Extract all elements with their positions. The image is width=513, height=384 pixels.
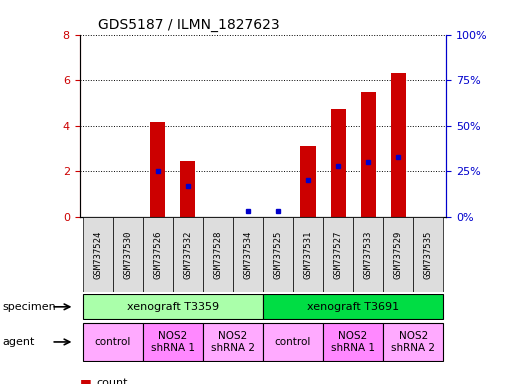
FancyBboxPatch shape	[143, 217, 173, 292]
Bar	[391, 73, 406, 217]
FancyBboxPatch shape	[383, 323, 443, 361]
FancyBboxPatch shape	[83, 217, 112, 292]
Text: xenograft T3359: xenograft T3359	[127, 302, 219, 312]
Text: GSM737535: GSM737535	[424, 230, 433, 278]
Text: agent: agent	[3, 337, 35, 347]
Text: count: count	[96, 378, 127, 384]
Text: NOS2
shRNA 1: NOS2 shRNA 1	[331, 331, 375, 353]
Text: GSM737528: GSM737528	[213, 230, 222, 278]
FancyBboxPatch shape	[203, 217, 233, 292]
Bar	[180, 161, 195, 217]
Bar	[330, 109, 346, 217]
FancyBboxPatch shape	[413, 217, 443, 292]
FancyBboxPatch shape	[263, 323, 323, 361]
Text: ■: ■	[80, 377, 91, 384]
Text: GSM737529: GSM737529	[393, 230, 403, 278]
FancyBboxPatch shape	[353, 217, 383, 292]
Bar	[361, 91, 376, 217]
FancyBboxPatch shape	[143, 323, 203, 361]
FancyBboxPatch shape	[263, 217, 293, 292]
Text: GSM737524: GSM737524	[93, 230, 102, 278]
Text: control: control	[275, 337, 311, 347]
FancyBboxPatch shape	[83, 294, 263, 319]
Text: NOS2
shRNA 2: NOS2 shRNA 2	[211, 331, 255, 353]
Text: GSM737530: GSM737530	[123, 230, 132, 278]
FancyBboxPatch shape	[83, 323, 143, 361]
FancyBboxPatch shape	[233, 217, 263, 292]
Text: GSM737526: GSM737526	[153, 230, 162, 278]
Text: xenograft T3691: xenograft T3691	[307, 302, 399, 312]
Text: GSM737527: GSM737527	[333, 230, 343, 278]
Text: GSM737533: GSM737533	[364, 230, 372, 278]
Text: specimen: specimen	[3, 302, 56, 312]
FancyBboxPatch shape	[203, 323, 263, 361]
Text: GSM737525: GSM737525	[273, 230, 283, 278]
Bar	[301, 146, 315, 217]
FancyBboxPatch shape	[323, 323, 383, 361]
FancyBboxPatch shape	[383, 217, 413, 292]
Text: GSM737534: GSM737534	[243, 230, 252, 278]
FancyBboxPatch shape	[112, 217, 143, 292]
Text: GSM737531: GSM737531	[304, 230, 312, 278]
FancyBboxPatch shape	[323, 217, 353, 292]
Bar	[150, 122, 165, 217]
FancyBboxPatch shape	[263, 294, 443, 319]
Text: NOS2
shRNA 2: NOS2 shRNA 2	[391, 331, 435, 353]
Text: control: control	[94, 337, 131, 347]
FancyBboxPatch shape	[173, 217, 203, 292]
Text: NOS2
shRNA 1: NOS2 shRNA 1	[151, 331, 195, 353]
Text: GSM737532: GSM737532	[183, 230, 192, 278]
Text: GDS5187 / ILMN_1827623: GDS5187 / ILMN_1827623	[98, 18, 280, 32]
FancyBboxPatch shape	[293, 217, 323, 292]
